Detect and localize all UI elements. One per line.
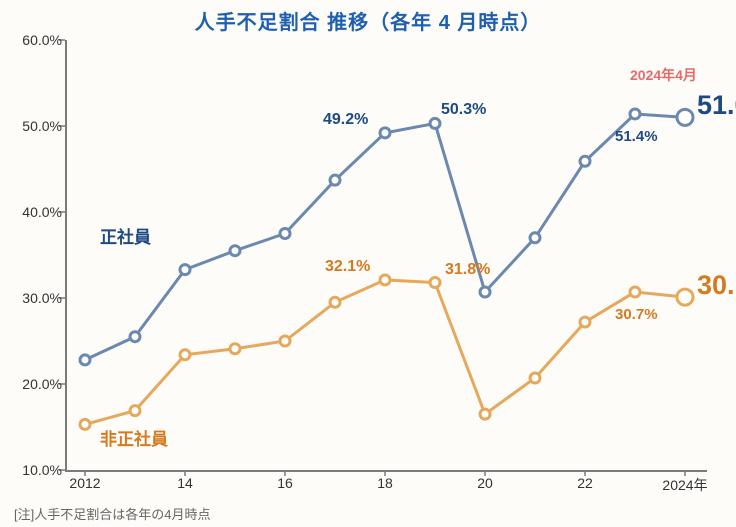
series-marker-regular bbox=[580, 156, 590, 166]
series-marker-regular bbox=[80, 355, 90, 365]
series-marker-nonregular bbox=[630, 287, 640, 297]
y-tick-label: 30.0% bbox=[12, 290, 62, 306]
y-tick-label: 20.0% bbox=[12, 376, 62, 392]
series-marker-nonregular bbox=[330, 297, 340, 307]
series-marker-regular bbox=[677, 109, 693, 125]
series-marker-regular bbox=[380, 128, 390, 138]
point-label-regular: 49.2% bbox=[323, 111, 368, 129]
endpoint-label-nonregular: 30.1% bbox=[697, 270, 736, 301]
series-marker-regular bbox=[180, 265, 190, 275]
y-tick-label: 60.0% bbox=[12, 32, 62, 48]
series-marker-nonregular bbox=[480, 409, 490, 419]
endpoint-title-regular: 2024年4月 bbox=[630, 65, 697, 85]
x-tick-label: 22 bbox=[555, 475, 615, 491]
x-tick-label: 16 bbox=[255, 475, 315, 491]
x-tick-label: 14 bbox=[155, 475, 215, 491]
point-label-nonregular: 32.1% bbox=[325, 258, 370, 276]
series-marker-nonregular bbox=[530, 373, 540, 383]
x-tick-label: 2024年 bbox=[655, 475, 715, 495]
point-label-nonregular: 31.8% bbox=[445, 261, 490, 279]
endpoint-label-regular: 51.0% bbox=[697, 90, 736, 121]
series-name-regular: 正社員 bbox=[100, 223, 151, 248]
series-marker-nonregular bbox=[580, 317, 590, 327]
x-tick-label: 2012 bbox=[55, 475, 115, 491]
series-marker-regular bbox=[130, 332, 140, 342]
y-tick-label: 40.0% bbox=[12, 204, 62, 220]
series-marker-nonregular bbox=[677, 289, 693, 305]
chart-title: 人手不足割合 推移（各年 4 月時点） bbox=[0, 6, 736, 35]
series-marker-nonregular bbox=[380, 275, 390, 285]
series-marker-nonregular bbox=[80, 419, 90, 429]
series-marker-regular bbox=[330, 175, 340, 185]
series-name-nonregular: 非正社員 bbox=[100, 425, 168, 450]
series-marker-regular bbox=[280, 229, 290, 239]
point-label-regular: 50.3% bbox=[441, 101, 486, 119]
footnote: [注]人手不足割合は各年の4月時点 bbox=[14, 504, 210, 523]
series-line-nonregular bbox=[85, 280, 685, 424]
series-line-regular bbox=[85, 114, 685, 360]
series-marker-regular bbox=[530, 233, 540, 243]
series-marker-nonregular bbox=[230, 344, 240, 354]
series-marker-regular bbox=[480, 287, 490, 297]
series-marker-regular bbox=[230, 246, 240, 256]
series-marker-nonregular bbox=[430, 278, 440, 288]
series-marker-regular bbox=[430, 118, 440, 128]
x-tick-label: 20 bbox=[455, 475, 515, 491]
series-marker-nonregular bbox=[180, 350, 190, 360]
point-label-nonregular: 30.7% bbox=[615, 306, 658, 323]
x-tick-label: 18 bbox=[355, 475, 415, 491]
series-marker-nonregular bbox=[130, 406, 140, 416]
chart-svg bbox=[65, 40, 705, 470]
series-marker-nonregular bbox=[280, 336, 290, 346]
series-marker-regular bbox=[630, 109, 640, 119]
point-label-regular: 51.4% bbox=[615, 128, 658, 145]
y-tick-label: 50.0% bbox=[12, 118, 62, 134]
